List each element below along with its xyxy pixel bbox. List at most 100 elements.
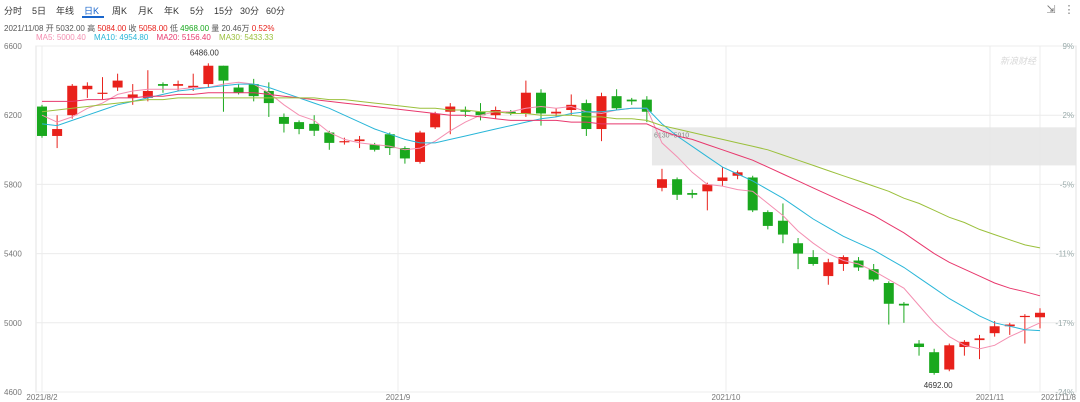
- y-tick-label: 6600: [4, 42, 22, 51]
- candle-up: [656, 179, 667, 188]
- pct-tick-label: -5%: [1060, 180, 1074, 189]
- candle-down: [324, 132, 335, 143]
- candle-up: [52, 129, 63, 136]
- high-value: 5084.00: [97, 24, 127, 33]
- tab-60min[interactable]: 60分: [266, 6, 286, 16]
- band-label: 6130~5910: [654, 132, 689, 139]
- candle-up: [127, 94, 138, 98]
- candle-down: [611, 96, 622, 109]
- candle-up: [354, 139, 365, 142]
- candle-down: [793, 243, 804, 254]
- candle-up: [112, 80, 123, 88]
- y-tick-label: 6200: [4, 111, 22, 120]
- price-band: [651, 127, 1076, 166]
- tab-year-line[interactable]: 年线: [56, 6, 75, 16]
- candle-up: [430, 113, 441, 128]
- close-label: 收: [128, 24, 137, 33]
- open-value: 5032.00: [55, 24, 85, 33]
- tab-weekly-k[interactable]: 周K: [112, 6, 128, 16]
- candle-up: [142, 90, 153, 98]
- high-label: 高: [87, 24, 96, 33]
- candle-up: [1019, 315, 1030, 318]
- candle-up: [415, 132, 426, 162]
- max-price-label: 6486.00: [190, 49, 219, 58]
- candle-down: [384, 134, 395, 149]
- watermark: 新浪财经: [1000, 56, 1037, 66]
- pct-tick-label: -11%: [1056, 250, 1074, 259]
- candle-down: [626, 99, 637, 102]
- ma30-line: [41, 97, 1041, 249]
- candle-up: [520, 92, 531, 114]
- tab-30min[interactable]: 30分: [240, 6, 260, 16]
- x-tick-label: 2021/8/2: [26, 393, 58, 402]
- period-toolbar: 分时 5日 年线 日K 周K 月K 年K 5分 15分 30分 60分 ⇲ ⋮: [0, 0, 1080, 20]
- candle-down: [37, 106, 47, 136]
- info-date: 2021/11/08: [4, 24, 44, 33]
- volume-label: 量: [211, 24, 220, 33]
- expand-icon[interactable]: ⇲: [1046, 4, 1056, 16]
- candle-down: [248, 84, 259, 97]
- candle-down: [475, 111, 486, 116]
- candle-down: [808, 257, 819, 264]
- ma5-label: MA5: 5000.40: [36, 33, 86, 42]
- candle-up: [97, 92, 108, 94]
- ma10-line: [41, 83, 1041, 332]
- candle-down: [505, 111, 516, 114]
- pct-tick-label: 2%: [1062, 111, 1074, 120]
- tab-5min[interactable]: 5分: [190, 6, 205, 16]
- tab-monthly-k[interactable]: 月K: [138, 6, 154, 16]
- x-tick-label: 2021/9: [386, 393, 411, 402]
- candle-down: [641, 99, 652, 112]
- candle-up: [944, 345, 955, 370]
- open-label: 开: [45, 24, 54, 33]
- candle-down: [868, 269, 879, 280]
- candle-up: [596, 96, 607, 130]
- ellipsis-icon[interactable]: ⋮: [1063, 4, 1075, 16]
- x-tick-label: 2021/11: [976, 393, 1005, 402]
- tab-fenshi[interactable]: 分时: [4, 6, 23, 16]
- candle-down: [777, 220, 788, 235]
- ma20-label: MA20: 5156.40: [156, 33, 211, 42]
- candle-down: [762, 212, 773, 226]
- candle-down: [399, 148, 410, 159]
- tab-yearly-k[interactable]: 年K: [164, 6, 180, 16]
- candle-up: [82, 85, 93, 90]
- x-tick-label: 2021/10: [712, 393, 741, 402]
- tab-daily-k[interactable]: 日K: [84, 6, 100, 16]
- pct-tick-label: -17%: [1055, 319, 1074, 328]
- candle-down: [369, 144, 380, 150]
- candle-up: [67, 85, 78, 116]
- candle-up: [1004, 324, 1015, 327]
- candle-up: [1035, 312, 1045, 318]
- tab-15min[interactable]: 15分: [214, 6, 234, 16]
- x-tick-label: 2021/11/8: [1041, 393, 1077, 402]
- pct-tick-label: 9%: [1062, 42, 1074, 51]
- candle-down: [218, 65, 229, 81]
- candle-down: [898, 303, 909, 306]
- candle-up: [702, 184, 713, 192]
- active-tab-underline: [82, 16, 104, 18]
- candle-up: [959, 341, 970, 348]
- ma-legend: MA5: 5000.40 MA10: 4954.80 MA20: 5156.40…: [36, 33, 279, 42]
- change-value: 0.52%: [251, 24, 275, 33]
- y-tick-label: 5800: [4, 180, 22, 189]
- candle-up: [974, 338, 985, 341]
- candle-up: [339, 141, 350, 143]
- candle-down: [233, 87, 244, 93]
- y-tick-label: 5400: [4, 250, 22, 259]
- low-label: 低: [169, 24, 178, 33]
- candle-down: [536, 92, 546, 114]
- ma20-line: [42, 92, 1041, 297]
- candle-up: [551, 111, 562, 114]
- candle-down: [581, 103, 592, 130]
- ma30-label: MA30: 5433.33: [219, 33, 274, 42]
- tab-5day[interactable]: 5日: [32, 6, 47, 16]
- candle-down: [747, 177, 758, 211]
- y-tick-label: 5000: [4, 319, 22, 328]
- ma10-label: MA10: 4954.80: [94, 33, 149, 42]
- candle-down: [672, 179, 683, 195]
- candle-down: [883, 283, 894, 304]
- low-value: 4968.00: [180, 24, 210, 33]
- candle-down: [278, 116, 289, 124]
